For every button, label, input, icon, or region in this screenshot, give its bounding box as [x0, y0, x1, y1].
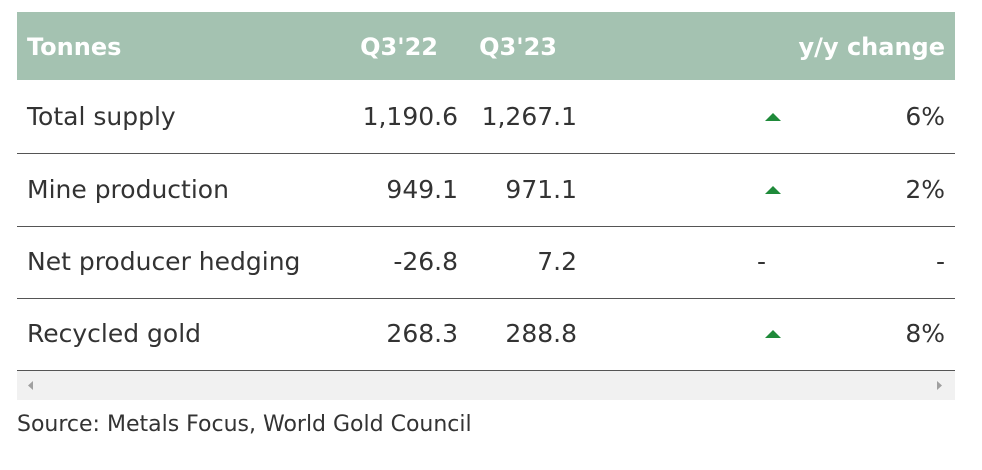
cell: -	[935, 247, 945, 276]
scroll-right[interactable]	[937, 381, 942, 390]
header-cell: Q3'22	[360, 33, 438, 61]
header-cell: Tonnes	[27, 33, 122, 61]
scrollbar[interactable]	[17, 371, 955, 400]
cell: 268.3	[386, 319, 458, 348]
up-arrow	[765, 186, 781, 194]
table-row: Mine production 949.1 971.1 2%	[17, 154, 955, 227]
cell: 971.1	[505, 175, 577, 204]
cell: 1,267.1	[481, 102, 577, 131]
cell: 1,190.6	[362, 102, 458, 131]
cell: 6%	[905, 102, 945, 131]
cell: -	[757, 247, 767, 276]
cell: -26.8	[393, 247, 458, 276]
header-cell: Q3'23	[479, 33, 557, 61]
cell: 288.8	[505, 319, 577, 348]
cell: 8%	[905, 319, 945, 348]
scroll-left[interactable]	[28, 381, 33, 390]
up-arrow	[765, 113, 781, 121]
table-row: Net producer hedging -26.8 7.2 - -	[17, 226, 955, 299]
cell: 949.1	[386, 175, 458, 204]
cell: 2%	[905, 175, 945, 204]
cell: 7.2	[537, 247, 577, 276]
cell: Recycled gold	[27, 319, 202, 348]
cell: Total supply	[27, 102, 176, 131]
up-arrow	[765, 330, 781, 338]
header-cell: y/y change	[798, 33, 945, 61]
table-row: Total supply 1,190.6 1,267.1 6%	[17, 81, 955, 154]
table-header	[17, 12, 955, 80]
table-row: Recycled gold 268.3 288.8 8%	[17, 298, 955, 371]
scroll-arrows	[28, 381, 942, 390]
source-note: Source: Metals Focus, World Gold Council	[17, 412, 472, 437]
cell: Net producer hedging	[27, 247, 301, 276]
cell: Mine production	[27, 175, 229, 204]
